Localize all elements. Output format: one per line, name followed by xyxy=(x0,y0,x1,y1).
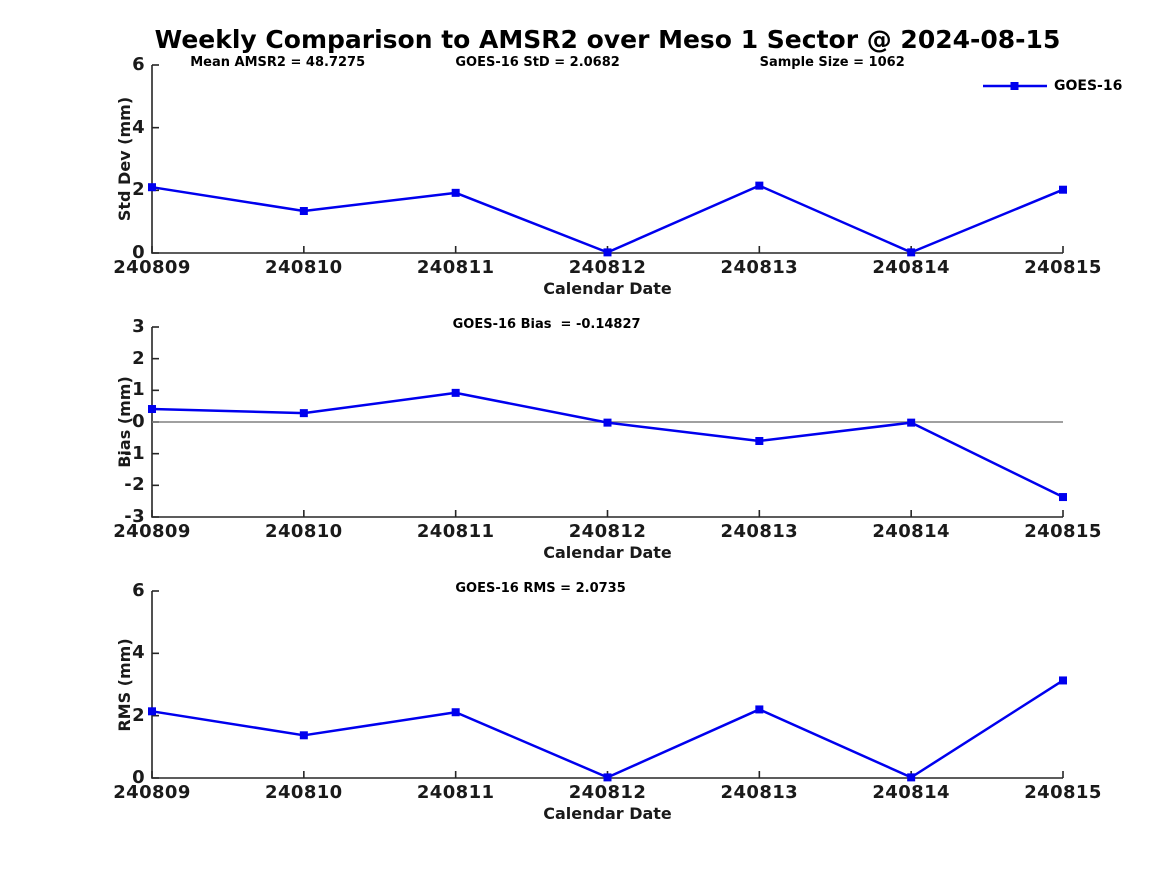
data-marker xyxy=(907,418,916,427)
data-marker xyxy=(451,388,460,397)
y-tick-label: -1 xyxy=(124,442,145,464)
data-marker xyxy=(451,708,460,717)
data-line xyxy=(151,184,1064,254)
data-marker xyxy=(1059,493,1067,502)
data-marker xyxy=(755,705,764,714)
data-marker xyxy=(603,773,612,782)
chart-annotation: Mean AMSR2 = 48.7275 xyxy=(190,55,366,70)
data-marker xyxy=(755,437,764,445)
chart-annotation: GOES-16 Bias = -0.14827 xyxy=(452,317,641,332)
x-tick-label: 240812 xyxy=(568,257,647,278)
y-tick-label: 2 xyxy=(132,179,145,201)
data-marker xyxy=(299,731,308,740)
data-line xyxy=(151,391,1064,499)
y-tick-label: -3 xyxy=(124,506,145,527)
legend-label: GOES-16 xyxy=(1054,78,1123,94)
data-marker xyxy=(148,707,156,716)
data-line xyxy=(151,679,1064,779)
legend-marker-sample xyxy=(1010,82,1019,90)
y-axis-label: Bias (mm) xyxy=(115,376,134,468)
data-marker xyxy=(1059,676,1067,685)
data-marker xyxy=(148,405,156,414)
y-tick-label: 2 xyxy=(132,704,145,726)
x-tick-label: 240810 xyxy=(265,257,343,278)
x-tick-label: 240813 xyxy=(720,257,799,278)
x-tick-label: 240809 xyxy=(113,782,191,803)
data-marker xyxy=(907,248,916,257)
x-tick-label: 240812 xyxy=(568,521,647,542)
x-tick-label: 240813 xyxy=(720,521,799,542)
x-tick-label: 240815 xyxy=(1024,521,1102,542)
data-marker xyxy=(603,248,612,257)
x-tick-label: 240809 xyxy=(113,521,191,542)
x-tick-label: 240815 xyxy=(1024,782,1102,803)
x-tick-label: 240810 xyxy=(265,521,343,542)
x-tick-label: 240809 xyxy=(113,257,191,278)
x-tick-label: 240811 xyxy=(416,257,495,278)
y-tick-label: 2 xyxy=(132,347,145,369)
y-tick-label: -2 xyxy=(124,474,145,496)
x-tick-label: 240810 xyxy=(265,782,343,803)
legend-line-icon xyxy=(983,82,1047,90)
x-tick-label: 240815 xyxy=(1024,257,1102,278)
y-tick-label: 6 xyxy=(132,580,145,601)
data-marker xyxy=(755,181,764,190)
axis-spines xyxy=(151,65,1063,254)
y-tick-label: 4 xyxy=(132,116,145,138)
y-tick-label: 0 xyxy=(132,242,145,263)
data-marker xyxy=(907,773,916,782)
x-tick-label: 240814 xyxy=(872,257,950,278)
figure-title: Weekly Comparison to AMSR2 over Meso 1 S… xyxy=(154,25,1061,54)
data-marker xyxy=(148,183,156,192)
chart-annotation: Sample Size = 1062 xyxy=(759,55,905,70)
axis-spines xyxy=(151,591,1063,779)
x-axis-label: Calendar Date xyxy=(543,279,672,298)
y-tick-label: 4 xyxy=(132,642,145,664)
data-marker xyxy=(299,409,308,418)
chart-annotation: GOES-16 RMS = 2.0735 xyxy=(455,581,626,596)
x-tick-label: 240811 xyxy=(416,782,495,803)
x-tick-label: 240811 xyxy=(416,521,495,542)
x-tick-label: 240812 xyxy=(568,782,647,803)
y-axis-label: RMS (mm) xyxy=(115,637,134,732)
y-axis-label: Std Dev (mm) xyxy=(115,96,134,222)
data-marker xyxy=(451,188,460,197)
x-tick-label: 240814 xyxy=(872,782,950,803)
data-marker xyxy=(1059,185,1067,194)
chart-annotation: GOES-16 StD = 2.0682 xyxy=(455,55,620,70)
legend: GOES-16 xyxy=(983,78,1122,94)
y-tick-label: 0 xyxy=(132,767,145,788)
y-tick-label: 6 xyxy=(132,54,145,75)
x-axis-label: Calendar Date xyxy=(543,804,672,823)
x-axis-label: Calendar Date xyxy=(543,543,672,562)
y-tick-label: 3 xyxy=(132,316,145,337)
x-tick-label: 240813 xyxy=(720,782,799,803)
x-tick-label: 240814 xyxy=(872,521,950,542)
data-marker xyxy=(603,418,612,427)
data-marker xyxy=(299,207,308,216)
y-tick-label: 0 xyxy=(132,411,145,432)
y-tick-label: 1 xyxy=(132,379,145,401)
